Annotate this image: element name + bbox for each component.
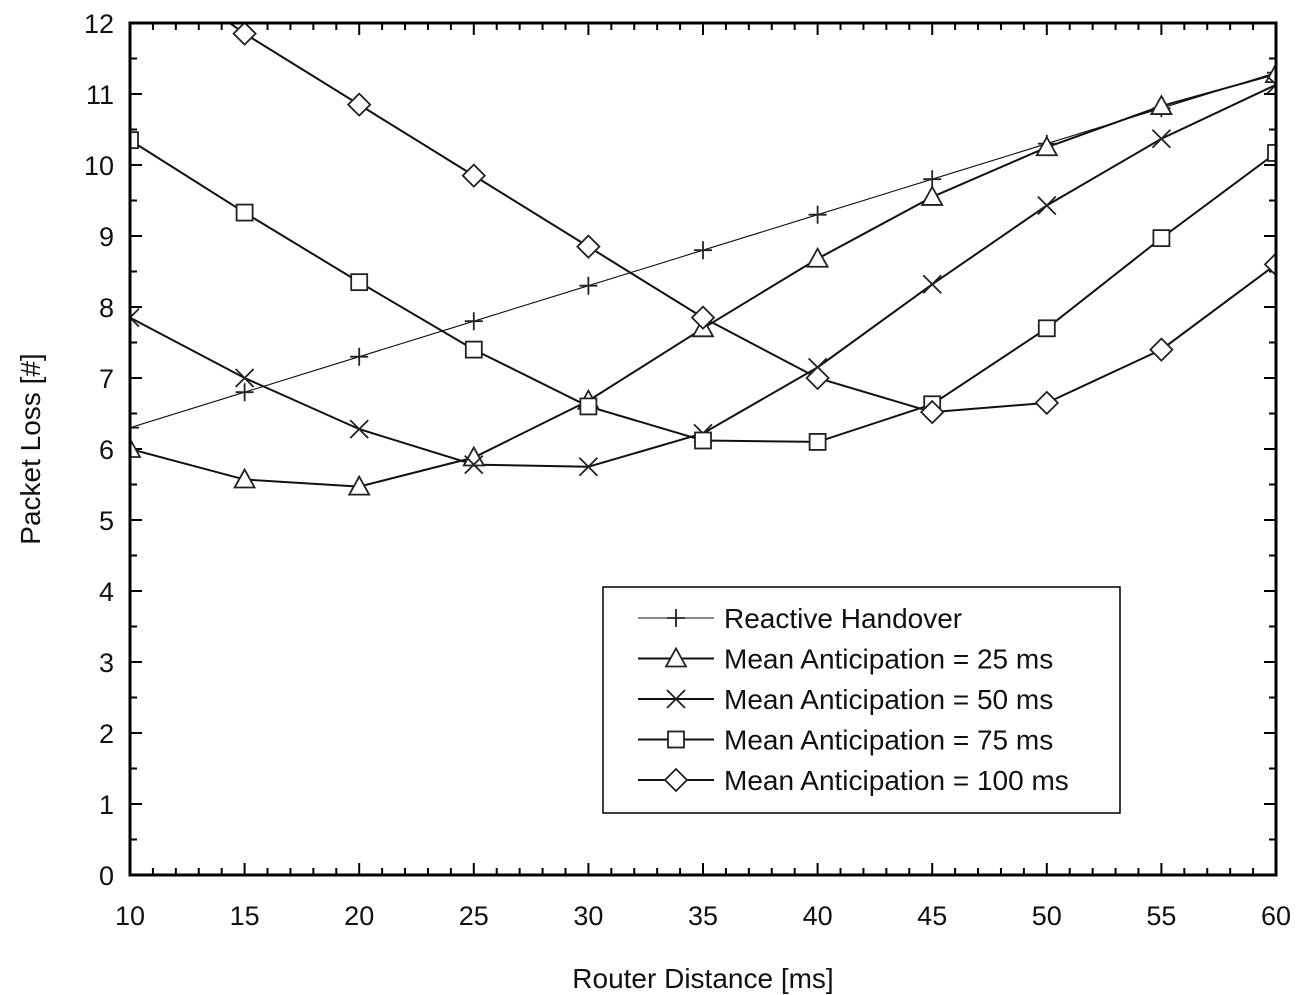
- x-tick-label: 35: [688, 901, 718, 931]
- point-triangle: [806, 246, 830, 268]
- point-triangle: [233, 467, 257, 489]
- legend-marker-plus: [667, 609, 685, 627]
- legend-marker-diamond: [663, 767, 689, 793]
- legend-label: Mean Anticipation = 75 ms: [724, 725, 1053, 756]
- y-tick-label: 12: [84, 9, 114, 39]
- y-tick-label: 5: [99, 506, 114, 536]
- point-square: [464, 340, 483, 359]
- x-tick-label: 30: [573, 901, 603, 931]
- point-cross: [234, 368, 255, 388]
- point-cross: [464, 454, 484, 475]
- series-line-cross: [130, 83, 1276, 468]
- y-tick-label: 7: [99, 364, 114, 394]
- point-square: [1267, 144, 1276, 162]
- point-plus: [694, 241, 712, 260]
- x-tick-label: 60: [1261, 901, 1291, 931]
- legend-marker-triangle: [664, 646, 688, 668]
- y-tick-label: 1: [99, 790, 114, 820]
- point-diamond: [461, 163, 487, 188]
- x-tick-label: 55: [1146, 901, 1176, 931]
- y-tick-label: 8: [99, 293, 114, 323]
- x-tick-label: 20: [344, 901, 374, 931]
- point-diamond: [690, 305, 716, 330]
- x-axis-title: Router Distance [ms]: [572, 963, 833, 994]
- series-markers: [130, 23, 1276, 496]
- x-tick-label: 45: [917, 901, 947, 931]
- point-plus: [579, 276, 598, 295]
- y-tick-label: 3: [99, 648, 114, 678]
- point-plus: [350, 347, 369, 366]
- point-cross: [1151, 129, 1172, 149]
- point-square: [579, 397, 598, 416]
- point-diamond: [1263, 252, 1276, 277]
- point-triangle: [347, 474, 371, 496]
- point-square: [1152, 229, 1171, 248]
- point-plus: [464, 312, 483, 331]
- point-diamond: [1034, 390, 1060, 416]
- point-square: [350, 273, 369, 292]
- series-line-square: [130, 139, 1276, 443]
- point-square: [808, 432, 827, 451]
- point-cross: [578, 457, 599, 477]
- x-tick-label: 50: [1032, 901, 1062, 931]
- point-cross: [1266, 75, 1276, 95]
- plot-frame: [128, 21, 1278, 877]
- y-tick-label: 11: [86, 80, 114, 110]
- series-line-diamond: [227, 23, 1276, 414]
- legend-label: Mean Anticipation = 100 ms: [724, 765, 1069, 796]
- x-tick-label: 15: [230, 901, 260, 931]
- point-cross: [1037, 195, 1057, 216]
- point-plus: [130, 418, 139, 437]
- y-axis-title: Packet Loss [#]: [15, 353, 46, 544]
- point-square: [694, 431, 712, 450]
- point-triangle: [920, 185, 944, 206]
- point-cross: [130, 308, 140, 328]
- point-diamond: [576, 234, 601, 259]
- legend-marker-square: [667, 730, 685, 749]
- point-cross: [349, 419, 369, 439]
- legend-marker-cross: [666, 689, 686, 709]
- y-tick-label: 9: [99, 222, 114, 252]
- point-square: [1037, 319, 1056, 338]
- series-line-triangle: [130, 73, 1276, 488]
- x-tick-label: 10: [115, 901, 145, 931]
- y-tick-label: 6: [99, 435, 114, 465]
- point-plus: [235, 383, 254, 402]
- y-tick-label: 4: [99, 577, 114, 607]
- x-tick-label: 40: [803, 901, 833, 931]
- legend-label: Reactive Handover: [724, 603, 962, 634]
- point-triangle: [1149, 94, 1173, 115]
- point-square: [235, 203, 254, 222]
- point-diamond: [232, 23, 257, 46]
- x-tick-label: 25: [459, 901, 489, 931]
- legend-label: Mean Anticipation = 50 ms: [724, 684, 1053, 715]
- point-diamond: [346, 92, 372, 117]
- point-plus: [808, 205, 827, 224]
- y-tick-label: 10: [84, 151, 114, 181]
- legend: Reactive Handover Mean Anticipation = 25 …: [602, 586, 1121, 814]
- point-square: [130, 131, 139, 150]
- point-triangle: [1035, 135, 1059, 157]
- point-triangle: [130, 437, 142, 458]
- y-tick-label: 0: [99, 861, 114, 891]
- y-tick-label: 2: [99, 719, 114, 749]
- point-cross: [922, 274, 942, 294]
- point-plus: [1267, 63, 1276, 82]
- legend-label: Mean Anticipation = 25 ms: [724, 644, 1053, 675]
- point-diamond: [919, 399, 945, 425]
- point-diamond: [805, 365, 830, 391]
- point-diamond: [1149, 337, 1174, 362]
